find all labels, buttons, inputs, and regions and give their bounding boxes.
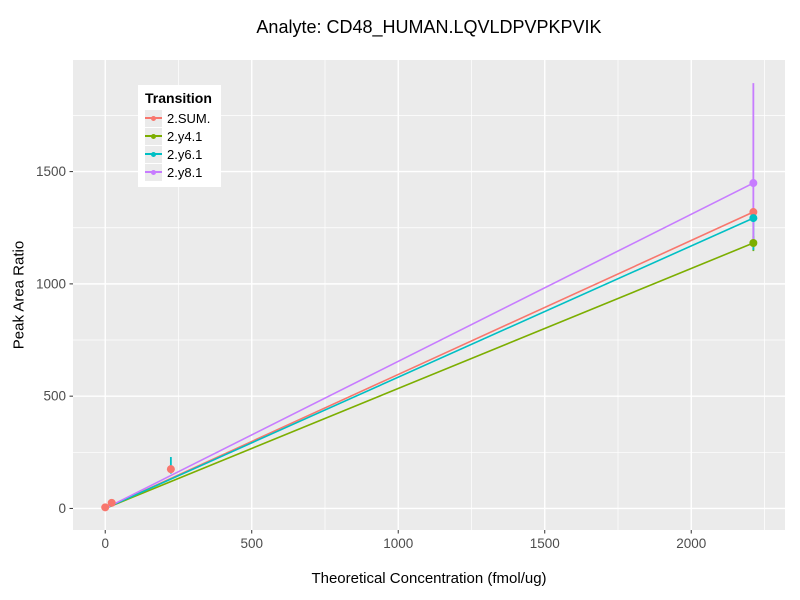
data-point-2.SUM.	[166, 465, 175, 474]
y-tick-label: 1000	[36, 276, 66, 291]
y-tick-label: 1500	[36, 164, 66, 179]
legend-items: 2.SUM. 2.y4.1 2.y6.1 2.y8.1	[145, 109, 212, 181]
data-point-2.y8.1	[749, 179, 758, 188]
legend-label: 2.SUM.	[167, 110, 211, 126]
data-point-2.y4.1	[749, 239, 758, 248]
series-line-2.y4.1	[104, 242, 754, 510]
legend-key-icon	[145, 145, 162, 163]
x-tick-label: 500	[240, 536, 263, 551]
legend-label: 2.y4.1	[167, 128, 203, 144]
x-tick-label: 1500	[530, 536, 560, 551]
y-tick-label: 0	[58, 501, 66, 516]
x-tick-label: 2000	[676, 536, 706, 551]
y-axis-label: Peak Area Ratio	[10, 240, 28, 350]
x-tick-label: 0	[101, 536, 109, 551]
data-point-2.y6.1	[749, 214, 758, 223]
series-line-2.y8.1	[104, 182, 754, 510]
legend: Transition 2.SUM. 2.y4.1 2.y6.1 2.y8.1	[138, 85, 221, 187]
legend-title: Transition	[145, 90, 212, 106]
legend-key-icon	[145, 163, 162, 181]
data-point-2.SUM.	[107, 498, 116, 507]
legend-label: 2.y6.1	[167, 146, 203, 162]
y-tick-label: 500	[43, 389, 66, 404]
legend-item-2.y4.1: 2.y4.1	[145, 127, 212, 145]
data-point-2.SUM.	[101, 503, 110, 512]
data-point-2.SUM.	[749, 208, 758, 217]
legend-item-2.SUM.: 2.SUM.	[145, 109, 212, 127]
legend-key-icon	[145, 127, 162, 145]
x-axis-label: Theoretical Concentration (fmol/ug)	[311, 570, 547, 587]
legend-key-icon	[145, 109, 162, 127]
series-line-2.SUM.	[104, 211, 754, 510]
series-line-2.y6.1	[104, 217, 754, 510]
x-tick-label: 1000	[383, 536, 413, 551]
legend-label: 2.y8.1	[167, 164, 203, 180]
chart-title: Analyte: CD48_HUMAN.LQVLDPVPKPVIK	[256, 17, 602, 37]
legend-item-2.y8.1: 2.y8.1	[145, 163, 212, 181]
legend-item-2.y6.1: 2.y6.1	[145, 145, 212, 163]
